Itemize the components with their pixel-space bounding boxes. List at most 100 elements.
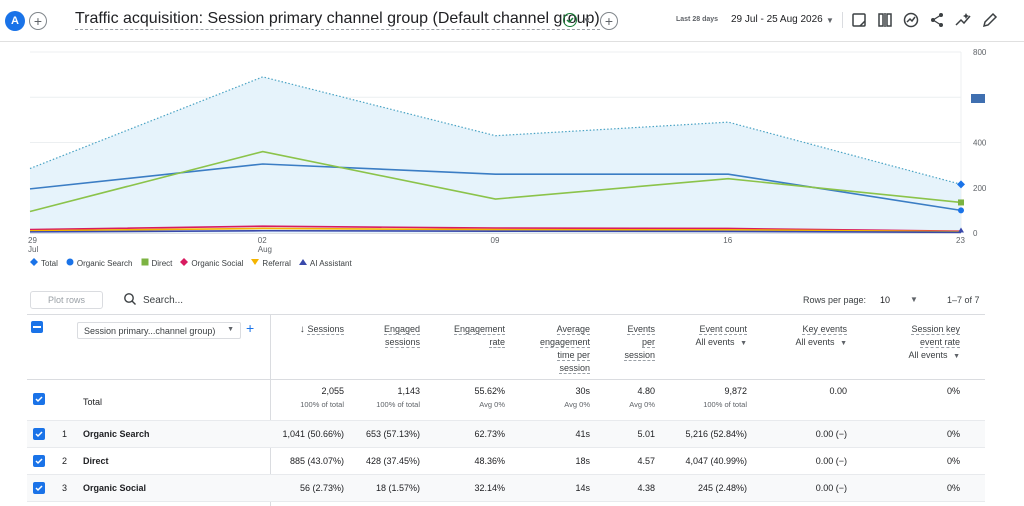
- column-header[interactable]: Engaged sessions: [383, 324, 420, 348]
- series-lines: [29, 150, 965, 234]
- row-channel-name[interactable]: Organic Search: [83, 429, 150, 439]
- legend-marker-icon: [251, 258, 260, 268]
- total-cell: 9,872 100% of total: [703, 386, 747, 409]
- plot-rows-button[interactable]: Plot rows: [30, 291, 103, 309]
- data-table: Session primary...channel group) ▼ + ↓ S…: [27, 314, 985, 506]
- legend-item[interactable]: Referral: [251, 258, 291, 268]
- table-cell: 653 (57.13%): [365, 429, 420, 439]
- legend-item[interactable]: Organic Social: [180, 258, 243, 268]
- insights-icon[interactable]: [902, 11, 920, 29]
- chevron-down-icon[interactable]: ▼: [583, 16, 591, 25]
- end-marker-organic-search: [958, 207, 964, 214]
- legend-item[interactable]: AI Assistant: [298, 258, 352, 268]
- rows-per-page-label: Rows per page:: [803, 295, 867, 305]
- pagination-status: 1–7 of 7: [947, 295, 980, 305]
- table-cell: 4.57: [637, 456, 655, 466]
- rows-per-page-select[interactable]: 10: [880, 295, 891, 305]
- y-tick-label: 200: [973, 184, 987, 193]
- table-cell: 0.00 (−): [815, 429, 847, 439]
- legend-label: AI Assistant: [309, 258, 352, 268]
- column-header[interactable]: Key events All events ▼: [795, 324, 847, 347]
- legend-label: Referral: [262, 258, 291, 268]
- edit-icon[interactable]: [981, 11, 999, 29]
- total-cell: 0%: [946, 386, 960, 396]
- x-tick-sublabel: Aug: [258, 245, 272, 254]
- legend-label: Organic Search: [76, 258, 133, 268]
- legend-label: Organic Social: [191, 258, 244, 268]
- report-title[interactable]: Traffic acquisition: Session primary cha…: [75, 10, 600, 30]
- total-cell: 2,055 100% of total: [300, 386, 344, 409]
- table-cell: 14s: [575, 483, 590, 493]
- table-cell: 0%: [946, 429, 960, 439]
- select-all-checkbox[interactable]: [31, 321, 43, 333]
- table-cell: 56 (2.73%): [299, 483, 344, 493]
- x-tick-sublabel: Jul: [28, 245, 38, 254]
- share-icon[interactable]: [928, 11, 946, 29]
- legend-marker-icon: [298, 258, 307, 268]
- end-marker-ai-assistant: [958, 227, 964, 233]
- table-cell: 0.00 (−): [815, 456, 847, 466]
- account-avatar[interactable]: A: [5, 11, 25, 31]
- table-cell: 18 (1.57%): [375, 483, 420, 493]
- column-header[interactable]: ↓ Sessions: [299, 324, 344, 335]
- row-checkbox[interactable]: [33, 428, 45, 440]
- column-header[interactable]: Session key event rate All events ▼: [908, 324, 960, 360]
- add-dimension-icon[interactable]: +: [246, 320, 255, 336]
- table-row[interactable]: 1 Organic Search 1,041 (50.66%) 653 (57.13%…: [27, 421, 985, 448]
- dimension-select[interactable]: Session primary...channel group) ▼: [77, 322, 241, 339]
- x-tick-label: 09: [491, 236, 500, 245]
- check-circle-icon[interactable]: [563, 13, 577, 27]
- table-cell: 0%: [946, 483, 960, 493]
- column-header[interactable]: Engagement rate: [453, 324, 505, 348]
- legend-item[interactable]: Organic Search: [66, 258, 133, 268]
- total-cell: 0.00: [829, 386, 847, 396]
- table-cell: 4.38: [637, 483, 655, 493]
- chevron-down-icon[interactable]: ▼: [826, 16, 834, 25]
- search-icon: [124, 293, 136, 305]
- y-axis-ticks: 800 400 200 0: [973, 48, 987, 238]
- table-cell: 245 (2.48%): [697, 483, 747, 493]
- row-checkbox[interactable]: [33, 482, 45, 494]
- table-cell: 48.36%: [474, 456, 505, 466]
- row-index: 2: [62, 456, 68, 466]
- series-line-total: [29, 76, 962, 185]
- chevron-down-icon: ▼: [227, 326, 234, 333]
- table-row[interactable]: 3 Organic Social 56 (2.73%) 18 (1.57%) 32.14…: [27, 475, 985, 502]
- search-input[interactable]: [143, 291, 343, 309]
- total-cell: 55.62% Avg 0%: [474, 386, 505, 409]
- legend-item[interactable]: Total: [30, 258, 58, 268]
- table-cell: 0.00 (−): [815, 483, 847, 493]
- row-channel-name[interactable]: Direct: [83, 456, 109, 466]
- arrow-down-icon: ↓: [299, 324, 308, 335]
- add-comparison-icon[interactable]: +: [600, 12, 618, 30]
- end-marker-direct: [958, 199, 964, 206]
- chart-legend: Total Organic Search Direct Organic Social R…: [30, 258, 352, 268]
- x-tick-label: 16: [723, 236, 732, 245]
- table-row[interactable]: 2 Direct 885 (43.07%) 428 (37.45%) 48.36% 18s…: [27, 448, 985, 475]
- total-label: Total: [83, 397, 103, 407]
- y-tick-label: 800: [973, 48, 987, 57]
- table-cell: 18s: [575, 456, 590, 466]
- row-channel-name[interactable]: Organic Social: [83, 483, 147, 493]
- compare-icon[interactable]: [876, 11, 894, 29]
- table-toolbar: Plot rows Rows per page: 10 ▼ 1–7 of 7: [30, 287, 985, 313]
- series-line-direct: [29, 150, 962, 213]
- column-header[interactable]: Event count All events ▼: [695, 324, 747, 347]
- note-icon[interactable]: [850, 11, 868, 29]
- trend-icon[interactable]: [954, 11, 972, 29]
- date-range-picker[interactable]: 29 Jul - 25 Aug 2026: [731, 14, 823, 25]
- total-row-checkbox[interactable]: [33, 393, 45, 405]
- chevron-down-icon: ▼: [740, 340, 747, 347]
- column-header[interactable]: Average engagement time per session: [539, 324, 590, 374]
- row-checkbox[interactable]: [33, 455, 45, 467]
- legend-item[interactable]: Direct: [141, 258, 173, 268]
- chevron-down-icon[interactable]: ▼: [910, 295, 918, 304]
- total-area-fill: [30, 76, 961, 233]
- column-header[interactable]: Events per session: [624, 324, 655, 361]
- add-icon[interactable]: +: [29, 12, 47, 30]
- x-tick-label: 02: [258, 236, 267, 245]
- series-line-organic-social: [29, 225, 962, 232]
- legend-label: Direct: [151, 258, 173, 268]
